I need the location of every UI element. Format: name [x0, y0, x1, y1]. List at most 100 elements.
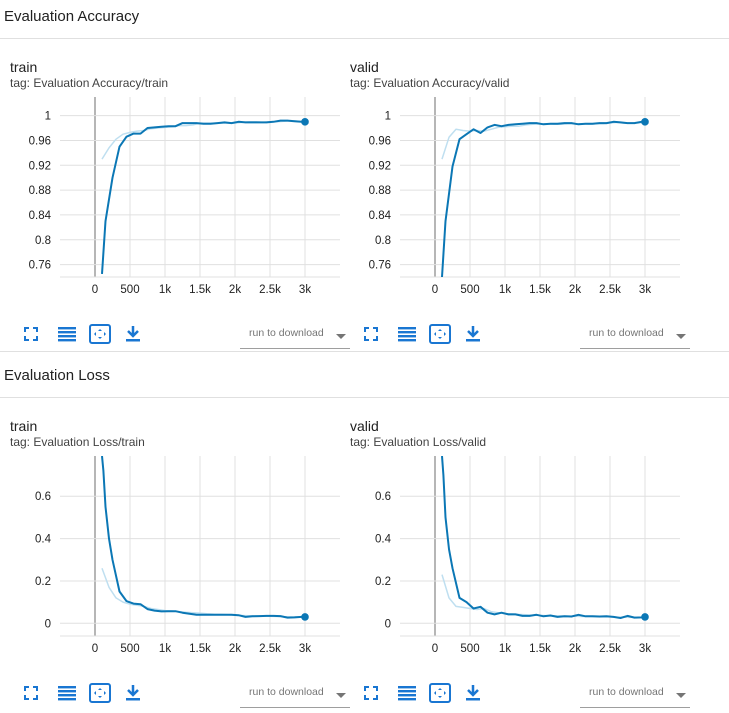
download-icon	[126, 685, 140, 701]
series-line-smoothed	[101, 119, 305, 274]
x-tick-label: 1.5k	[189, 284, 211, 296]
fit-domain-button[interactable]	[87, 321, 113, 347]
fit-domain-button[interactable]	[87, 680, 113, 706]
line-chart[interactable]: 0 500 1k 1.5k 2k 2.5k 3k 0.76 0.8 0.84 0.88 0.92 0.9…	[10, 97, 350, 321]
fullscreen-icon	[24, 327, 38, 341]
x-tick-label: 0	[92, 284, 98, 296]
x-tick-label: 500	[460, 643, 479, 655]
last-point-marker[interactable]	[301, 613, 309, 621]
y-tick-label: 0.8	[35, 235, 51, 247]
download-format-select[interactable]: run to download	[580, 682, 690, 708]
x-tick-label: 3k	[639, 643, 651, 655]
y-tick-label: 0	[45, 618, 51, 630]
y-tick-label: 0.88	[29, 185, 51, 197]
y-tick-label: 0.84	[29, 210, 52, 222]
chevron-down-icon	[676, 334, 686, 339]
x-tick-label: 2.5k	[259, 284, 281, 296]
fullscreen-icon	[364, 327, 378, 341]
y-tick-label: 0.92	[369, 160, 391, 172]
section-divider	[0, 351, 729, 352]
series-line-smoothed	[441, 456, 646, 619]
line-chart[interactable]: 0 500 1k 1.5k 2k 2.5k 3k 0.76 0.8 0.84 0.88 0.92 0.9…	[350, 97, 690, 321]
series-line-raw	[101, 119, 306, 160]
download-data-button[interactable]	[460, 321, 486, 347]
series-line-smoothed	[101, 456, 305, 619]
x-tick-label: 500	[120, 643, 139, 655]
y-tick-label: 0.92	[29, 160, 51, 172]
y-tick-label: 1	[45, 111, 51, 123]
fullscreen-button[interactable]	[358, 321, 384, 347]
toggle-log-scale-button[interactable]	[394, 321, 420, 347]
x-tick-label: 0	[432, 284, 438, 296]
y-tick-label: 0.6	[375, 491, 391, 503]
chart-toolbar: run to download	[358, 321, 690, 351]
card-title: train	[10, 418, 38, 434]
y-tick-label: 0.96	[369, 135, 391, 147]
y-tick-label: 0.84	[369, 210, 392, 222]
section-divider	[0, 38, 729, 39]
x-tick-label: 1k	[159, 643, 171, 655]
download-data-button[interactable]	[120, 680, 146, 706]
fit-domain-button[interactable]	[427, 680, 453, 706]
toggle-log-scale-button[interactable]	[394, 680, 420, 706]
y-tick-label: 1	[385, 111, 391, 123]
x-tick-label: 0	[92, 643, 98, 655]
select-placeholder: run to download	[589, 686, 664, 698]
download-icon	[466, 326, 480, 342]
toggle-log-scale-button[interactable]	[54, 321, 80, 347]
x-tick-label: 1.5k	[529, 284, 551, 296]
toggle-log-scale-button[interactable]	[54, 680, 80, 706]
fullscreen-button[interactable]	[18, 321, 44, 347]
y-tick-label: 0.96	[29, 135, 51, 147]
fit-to-data-icon	[429, 683, 451, 703]
x-tick-label: 2k	[229, 643, 241, 655]
lines-icon	[58, 327, 76, 342]
lines-icon	[398, 327, 416, 342]
fit-domain-button[interactable]	[427, 321, 453, 347]
x-tick-label: 3k	[299, 284, 311, 296]
y-tick-label: 0.2	[375, 576, 391, 588]
download-data-button[interactable]	[460, 680, 486, 706]
download-icon	[126, 326, 140, 342]
fullscreen-button[interactable]	[18, 680, 44, 706]
y-tick-label: 0.8	[375, 235, 391, 247]
lines-icon	[58, 686, 76, 701]
download-format-select[interactable]: run to download	[240, 323, 350, 349]
last-point-marker[interactable]	[641, 118, 649, 126]
last-point-marker[interactable]	[301, 118, 309, 126]
fit-to-data-icon	[89, 324, 111, 344]
x-tick-label: 1k	[159, 284, 171, 296]
chart-card-accuracy-train: train tag: Evaluation Accuracy/train 0 50…	[10, 59, 350, 354]
series-line-raw	[101, 567, 305, 618]
line-chart[interactable]: 0 500 1k 1.5k 2k 2.5k 3k 0 0.2 0.4 0.6	[350, 456, 690, 680]
x-tick-label: 500	[120, 284, 139, 296]
last-point-marker[interactable]	[641, 613, 649, 621]
download-data-button[interactable]	[120, 321, 146, 347]
chevron-down-icon	[336, 693, 346, 698]
fullscreen-icon	[24, 686, 38, 700]
download-format-select[interactable]: run to download	[580, 323, 690, 349]
download-format-select[interactable]: run to download	[240, 682, 350, 708]
chart-card-loss-valid: valid tag: Evaluation Loss/valid 0 500 1k 1…	[350, 418, 690, 713]
chart-card-loss-train: train tag: Evaluation Loss/train 0 500 1k 1…	[10, 418, 350, 713]
x-tick-label: 1.5k	[189, 643, 211, 655]
fullscreen-button[interactable]	[358, 680, 384, 706]
fullscreen-icon	[364, 686, 378, 700]
y-tick-label: 0.6	[35, 491, 51, 503]
y-tick-label: 0.76	[29, 260, 51, 272]
y-tick-label: 0.76	[369, 260, 391, 272]
x-tick-label: 2.5k	[259, 643, 281, 655]
chart-toolbar: run to download	[358, 680, 690, 710]
chevron-down-icon	[336, 334, 346, 339]
chart-toolbar: run to download	[18, 321, 350, 351]
card-tag: tag: Evaluation Accuracy/train	[10, 76, 169, 90]
x-tick-label: 500	[460, 284, 479, 296]
card-tag: tag: Evaluation Accuracy/valid	[350, 76, 510, 90]
lines-icon	[398, 686, 416, 701]
x-tick-label: 2.5k	[599, 643, 621, 655]
fit-to-data-icon	[89, 683, 111, 703]
select-placeholder: run to download	[589, 327, 664, 339]
x-tick-label: 2k	[569, 284, 581, 296]
x-tick-label: 2k	[229, 284, 241, 296]
line-chart[interactable]: 0 500 1k 1.5k 2k 2.5k 3k 0 0.2 0.4 0.6	[10, 456, 350, 680]
